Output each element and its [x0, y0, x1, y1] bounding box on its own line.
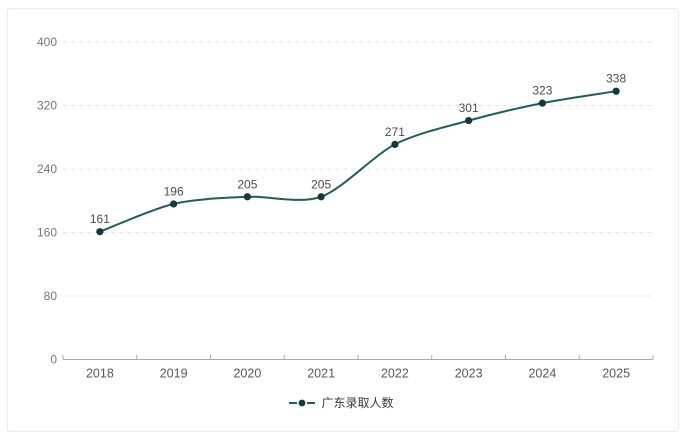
x-axis-label: 2024 [528, 367, 556, 381]
y-axis-label: 160 [37, 226, 57, 240]
y-axis-label: 80 [44, 289, 58, 303]
legend-label: 广东录取人数 [321, 396, 394, 410]
data-point-2021 [317, 193, 325, 201]
x-axis-label: 2020 [233, 367, 261, 381]
series-line [98, 90, 618, 233]
data-point-2018 [96, 228, 104, 236]
legend: 广东录取人数 [0, 396, 683, 410]
x-axis-label: 2022 [381, 367, 409, 381]
data-point-2022 [391, 140, 399, 148]
data-label-2021: 205 [311, 177, 331, 191]
x-axis-label: 2021 [307, 367, 335, 381]
data-point-2025 [612, 87, 620, 95]
y-axis-label: 400 [37, 35, 57, 49]
data-label-2024: 323 [532, 84, 552, 98]
data-label-2019: 196 [164, 184, 184, 198]
data-point-2023 [465, 116, 473, 125]
x-axis-label: 2023 [455, 367, 483, 381]
x-axis-label: 2019 [160, 367, 188, 381]
chart-card [7, 8, 679, 432]
data-label-2018: 161 [90, 212, 110, 226]
data-point-2020 [243, 193, 251, 201]
x-axis-label: 2025 [602, 367, 630, 381]
data-label-2022: 271 [385, 125, 405, 139]
y-axis-label: 0 [50, 353, 57, 367]
legend-marker-icon [289, 399, 316, 407]
y-axis-label: 240 [37, 162, 57, 176]
data-label-2025: 338 [606, 72, 626, 86]
data-label-2020: 205 [237, 177, 257, 191]
data-point-2019 [170, 200, 178, 208]
data-point-2024 [538, 99, 546, 107]
x-axis-label: 2018 [86, 367, 114, 381]
legend-item[interactable]: 广东录取人数 [289, 396, 394, 410]
data-label-2023: 301 [459, 101, 479, 115]
y-axis-label: 320 [37, 99, 57, 113]
